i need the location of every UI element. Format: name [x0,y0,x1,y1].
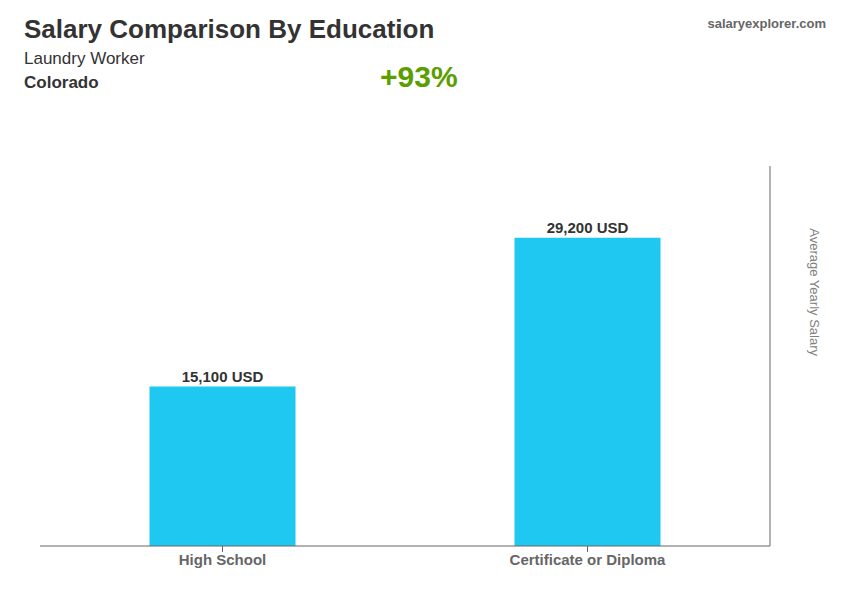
svg-text:29,200 USD: 29,200 USD [547,219,629,236]
svg-text:High School: High School [179,551,267,568]
html-text:+93%: +93% [380,60,458,93]
html-text:salaryexplorer.com: salaryexplorer.com [707,16,826,31]
svg-text:Certificate or Diploma: Certificate or Diploma [510,551,667,568]
svg-text:15,100 USD: 15,100 USD [182,368,264,385]
html-text:Laundry Worker: Laundry Worker [24,49,145,68]
html-text:Salary Comparison By Education: Salary Comparison By Education [24,14,435,44]
svg-text:Average Yearly Salary: Average Yearly Salary [807,228,822,356]
html-text:Colorado: Colorado [24,73,99,92]
